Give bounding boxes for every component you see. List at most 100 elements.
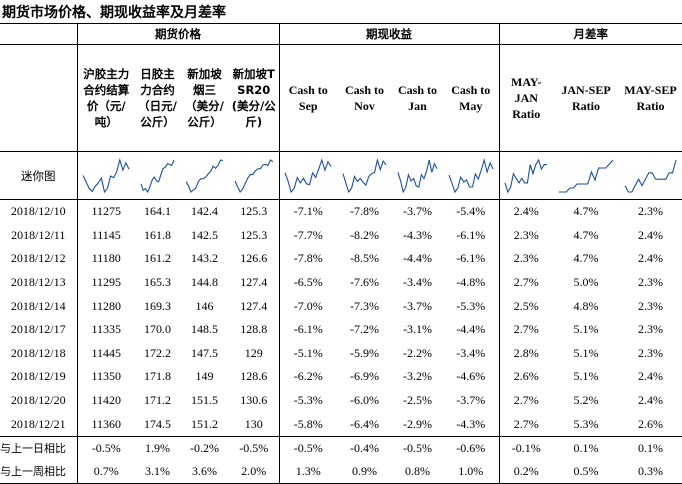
table-cell: 11350	[76, 365, 135, 389]
table-cell: -5.4%	[456, 204, 486, 219]
sparkline-chart	[624, 159, 677, 193]
col-header: JAN-SEP Ratio	[553, 44, 619, 152]
table-cell: 5.1%	[573, 322, 599, 337]
table-cell: 125.3	[240, 204, 268, 219]
table-row: 2018/12/13 11295 165.3 144.8 127.4 -6.5% -7.6%…	[0, 270, 682, 295]
table-cell: -6.1%	[278, 317, 337, 342]
table-cell: -4.8%	[456, 275, 486, 290]
table-cell: -4.3%	[456, 416, 486, 431]
sparkline-chart	[448, 157, 494, 193]
sparkline-label: 迷你图	[0, 151, 77, 200]
table-cell: 127.4	[240, 298, 268, 313]
table-cell: 2.3%	[638, 322, 663, 337]
group-header-row: 期货价格 期现收益 月差率	[0, 23, 682, 45]
table-cell: 147.5	[191, 345, 218, 360]
summary-cell: -0.5%	[76, 435, 135, 460]
table-row: 2018/12/12 11180 161.2 143.2 126.6 -7.8% -8.5%…	[0, 247, 682, 271]
row-date: 2018/12/19	[10, 369, 66, 384]
table-row: 2018/12/19 11350 171.8 149 128.6 -6.2% -6.9% -3…	[0, 365, 682, 389]
sparkline-line	[185, 158, 224, 193]
summary-cell: 0.5%	[553, 459, 619, 484]
sparkline-chart	[504, 158, 548, 193]
table-cell: -6.4%	[350, 416, 379, 431]
row-date: 2018/12/18	[10, 345, 66, 360]
row-date: 2018/12/21	[10, 416, 66, 431]
summary-cell: 3.6%	[180, 459, 229, 484]
table-cell: 125.3	[240, 227, 268, 242]
table-cell: 2.4%	[638, 393, 663, 408]
table-cell: 11445	[76, 341, 135, 366]
table-cell: -7.1%	[278, 199, 337, 224]
table-cell: 151.5	[191, 393, 218, 408]
summary-label: 与上一日相比	[0, 435, 77, 460]
sparkline-cell	[553, 151, 619, 200]
sparkline-line	[448, 157, 494, 193]
table-cell: 129	[244, 345, 263, 360]
table-cell: -3.1%	[403, 322, 432, 337]
sparkline-line	[342, 157, 387, 193]
table-cell: 2.4%	[638, 251, 663, 266]
data-table: 期货价格 期现收益 月差率 沪胶主力合约结算价（元/吨） 日胶主力合约（日元/公…	[0, 23, 682, 484]
sparkline-cell	[443, 151, 499, 200]
table-cell: 11280	[76, 294, 135, 318]
sparkline-cell	[278, 151, 337, 200]
sparkline-chart	[397, 159, 438, 194]
table-cell: -5.1%	[278, 341, 337, 366]
col-header: Cash to Nov	[337, 44, 392, 152]
table-cell: 11145	[76, 223, 135, 248]
sparkline-chart	[559, 159, 614, 193]
table-cell: -3.7%	[403, 298, 432, 313]
sparkline-line	[397, 159, 438, 194]
table-cell: -4.4%	[403, 251, 432, 266]
table-cell: -7.2%	[350, 322, 379, 337]
sparkline-line	[234, 158, 274, 193]
page-title: 期货市场价格、期现收益率及月差率	[2, 5, 226, 21]
sparkline-cell	[392, 151, 443, 200]
col-header: 沪胶主力合约结算价（元/吨）	[76, 44, 135, 152]
summary-cell: 1.3%	[278, 459, 337, 484]
table-cell: 2.3%	[498, 223, 553, 248]
table-row: 2018/12/11 11145 161.8 142.5 125.3 -7.7% -8.2%…	[0, 223, 682, 248]
summary-cell: 1.9%	[135, 435, 180, 460]
table-cell: -6.1%	[456, 227, 486, 242]
table-cell: 2.5%	[498, 294, 553, 318]
summary-cell: 2.0%	[229, 459, 279, 484]
sparkline-line	[140, 159, 175, 193]
table-cell: -6.0%	[350, 393, 379, 408]
summary-cell: 0.1%	[619, 435, 682, 460]
summary-cell: -0.4%	[337, 435, 392, 460]
sparkline-line	[284, 157, 332, 193]
table-cell: -5.8%	[278, 412, 337, 437]
table-cell: 2.3%	[638, 204, 663, 219]
table-cell: 2.8%	[498, 341, 553, 366]
table-cell: 2.6%	[498, 365, 553, 389]
table-cell: -6.5%	[278, 270, 337, 295]
table-cell: -7.8%	[278, 247, 337, 271]
table-cell: -4.3%	[403, 227, 432, 242]
sparkline-cell	[498, 151, 553, 200]
table-cell: -6.1%	[456, 251, 486, 266]
table-cell: 174.5	[144, 416, 171, 431]
table-cell: 2.7%	[498, 388, 553, 413]
table-cell: 161.2	[144, 251, 171, 266]
col-header: MAY-SEP Ratio	[619, 44, 682, 152]
table-row: 2018/12/18 11445 172.2 147.5 129 -5.1% -5.9% -2…	[0, 341, 682, 366]
group-futures-prices: 期货价格	[76, 23, 279, 45]
table-cell: -3.4%	[456, 345, 486, 360]
table-cell: 130	[244, 416, 263, 431]
summary-row: 与上一日相比 -0.5% 1.9% -0.2% -0.5% -0.5% -0.4% -0.5%…	[0, 435, 682, 460]
col-header: Cash to Jan	[392, 44, 443, 152]
sparkline-chart	[185, 158, 224, 193]
sparkline-chart	[342, 157, 387, 193]
summary-cell: -0.5%	[229, 435, 279, 460]
sparkline-chart	[234, 158, 274, 193]
group-basis-returns: 期现收益	[278, 23, 499, 45]
sparkline-line	[82, 157, 130, 193]
table-cell: 11295	[76, 270, 135, 295]
table-cell: 11360	[76, 412, 135, 437]
summary-cell: 0.2%	[498, 459, 553, 484]
summary-cell: 0.8%	[392, 459, 443, 484]
corner-cell-2	[0, 44, 77, 152]
summary-cell: 0.1%	[553, 435, 619, 460]
sparkline-chart	[284, 157, 332, 193]
